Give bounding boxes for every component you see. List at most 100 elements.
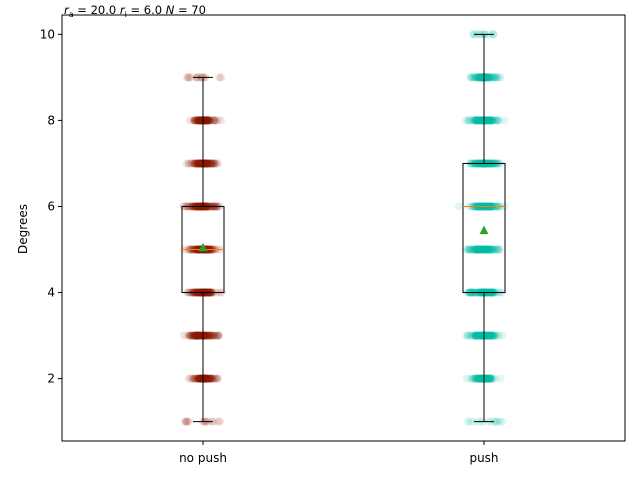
data-point — [205, 331, 213, 340]
data-point — [477, 331, 486, 340]
data-point — [187, 159, 196, 168]
data-point — [481, 73, 490, 82]
data-point — [195, 159, 203, 168]
data-point — [205, 331, 214, 340]
data-point — [478, 245, 487, 254]
data-point — [203, 116, 212, 125]
data-point — [203, 374, 212, 383]
data-point — [491, 374, 500, 383]
data-point — [487, 331, 496, 340]
data-point — [201, 159, 210, 168]
data-point — [473, 331, 482, 340]
data-point — [202, 116, 211, 125]
data-point — [197, 116, 206, 125]
data-point — [476, 245, 485, 254]
data-point — [483, 374, 492, 383]
data-point — [471, 331, 480, 340]
data-point — [478, 331, 487, 340]
data-point — [491, 73, 500, 82]
data-point — [472, 374, 481, 383]
data-point — [470, 245, 479, 254]
data-point — [491, 245, 500, 254]
data-point — [200, 116, 209, 125]
data-point — [203, 116, 212, 125]
data-point — [203, 331, 211, 340]
data-point — [203, 116, 212, 125]
data-point — [210, 159, 219, 168]
data-point — [464, 245, 473, 254]
data-point — [190, 374, 199, 383]
data-point — [213, 159, 222, 168]
data-point — [191, 331, 200, 340]
data-point — [483, 374, 491, 383]
data-point — [475, 331, 484, 340]
data-point — [484, 245, 493, 254]
data-point — [484, 73, 493, 82]
data-point — [190, 331, 199, 340]
data-point — [495, 73, 504, 82]
data-point — [483, 73, 492, 82]
data-point — [472, 331, 481, 340]
data-point — [462, 331, 470, 340]
data-point — [197, 116, 206, 125]
data-point — [209, 116, 218, 125]
data-point — [472, 245, 480, 254]
data-point — [204, 331, 213, 340]
data-point — [471, 116, 480, 125]
data-point — [479, 331, 487, 340]
data-point — [477, 116, 485, 125]
data-point — [468, 331, 477, 340]
data-point — [210, 116, 219, 125]
data-point — [195, 116, 204, 125]
points-level-6 — [179, 202, 224, 211]
data-point — [204, 331, 213, 340]
data-point — [483, 73, 492, 82]
data-point — [491, 331, 500, 340]
data-point — [477, 331, 486, 340]
data-point — [483, 374, 492, 383]
data-point — [210, 374, 219, 383]
data-point — [496, 374, 505, 383]
data-point — [483, 331, 492, 340]
data-point — [472, 331, 481, 340]
data-point — [481, 374, 490, 383]
data-point — [186, 331, 195, 340]
data-point — [203, 116, 212, 125]
data-point — [193, 331, 202, 340]
data-point — [196, 116, 205, 125]
data-point — [477, 331, 486, 340]
data-point — [202, 374, 211, 383]
data-point — [193, 331, 202, 340]
data-point — [489, 73, 498, 82]
data-point — [202, 116, 211, 125]
data-point — [203, 374, 212, 383]
data-point — [487, 245, 496, 254]
data-point — [471, 245, 480, 254]
data-point — [483, 374, 492, 383]
data-point — [195, 116, 204, 125]
data-point — [192, 331, 201, 340]
data-point — [187, 374, 195, 383]
data-point — [183, 73, 192, 82]
data-point — [492, 116, 501, 125]
data-point — [486, 374, 495, 383]
data-point — [202, 159, 211, 168]
data-point — [482, 374, 491, 383]
data-point — [480, 245, 489, 254]
data-point — [203, 374, 212, 383]
data-point — [484, 73, 493, 82]
data-point — [205, 331, 214, 340]
data-point — [483, 116, 492, 125]
data-point — [476, 331, 485, 340]
data-point — [482, 73, 491, 82]
data-point — [478, 73, 487, 82]
data-point — [471, 73, 480, 82]
data-point — [205, 116, 214, 125]
data-point — [467, 245, 476, 254]
data-point — [204, 374, 213, 383]
data-point — [485, 245, 494, 254]
data-point — [195, 159, 204, 168]
data-point — [483, 374, 492, 383]
data-point — [189, 374, 198, 383]
data-point — [487, 245, 496, 254]
